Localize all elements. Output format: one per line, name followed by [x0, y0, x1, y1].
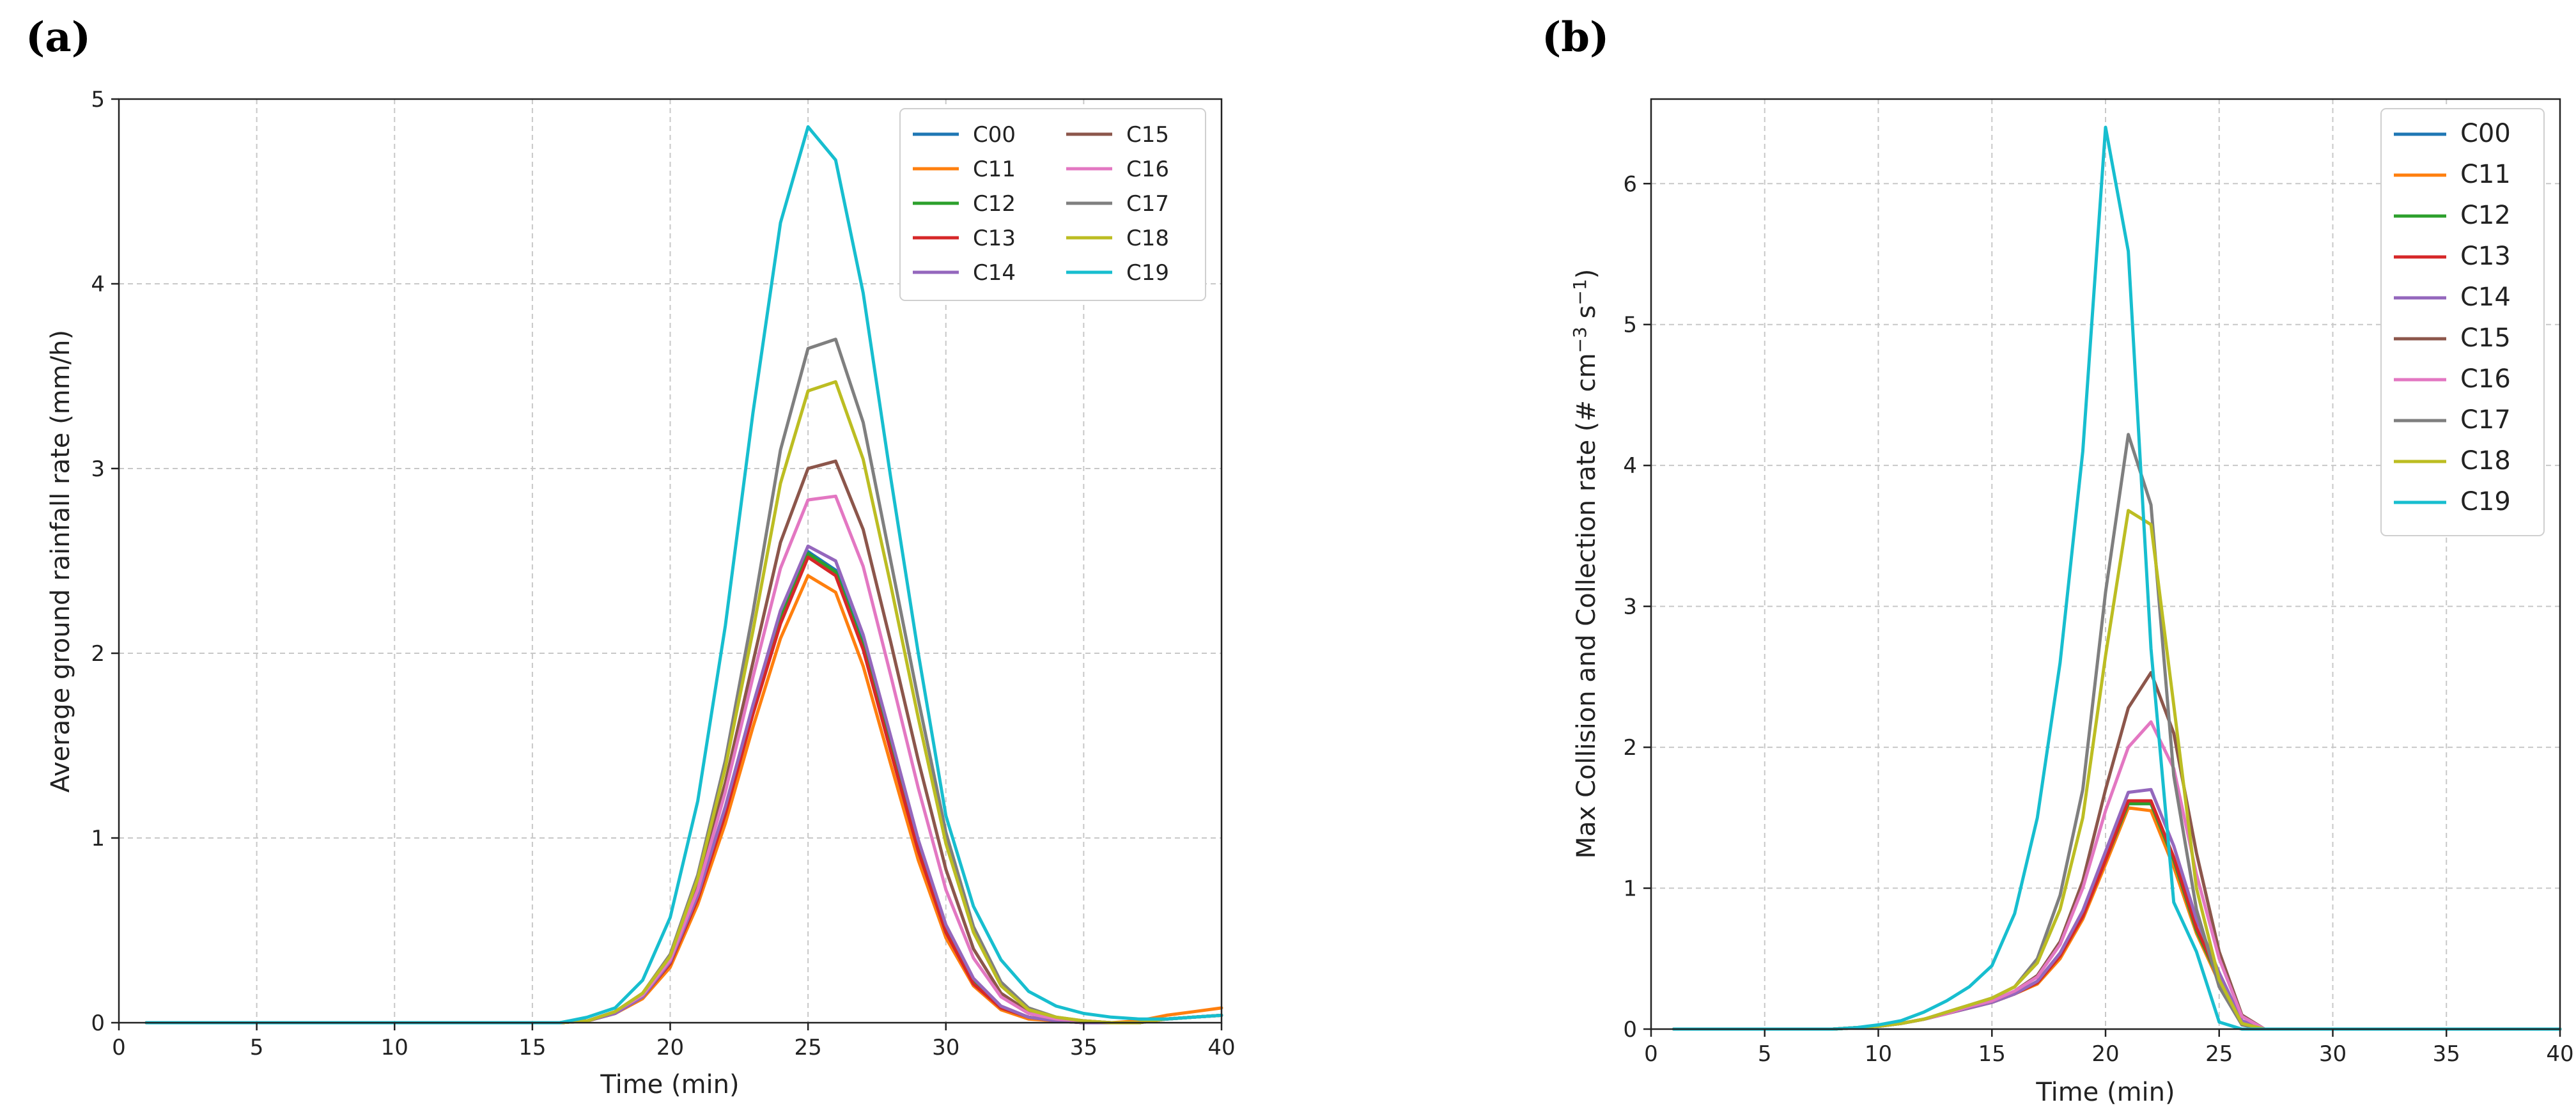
- series-line-c14: [1672, 787, 2562, 1031]
- y-tick-label: 1: [91, 826, 105, 851]
- legend-box-a: [899, 108, 1206, 301]
- legend-label-c15: C15: [1126, 122, 1169, 148]
- legend-label-c00: C00: [973, 122, 1016, 148]
- legend-label-c13: C13: [973, 226, 1016, 251]
- x-tick-label: 5: [250, 1035, 264, 1060]
- y-axis-label-a: Average ground rainfall rate (mm/h): [46, 330, 75, 793]
- legend-a: C00 C11 C12 C13 C14 C15 C16 C17 C18 C19: [899, 108, 1206, 301]
- x-tick-label: 25: [2205, 1041, 2233, 1067]
- series-line-c11: [1672, 806, 2562, 1031]
- x-tick-label: 20: [2091, 1041, 2119, 1067]
- y-tick-label: 2: [91, 641, 105, 667]
- series-line-c15: [1672, 671, 2562, 1031]
- legend-label-c14: C14: [973, 260, 1016, 286]
- x-tick-label: 35: [1070, 1035, 1098, 1060]
- x-tick-label: 35: [2433, 1041, 2460, 1067]
- series-line-c00: [144, 550, 1223, 1025]
- legend-label-c12: C12: [973, 191, 1016, 217]
- y-axis-label-b: Max Collision and Collection rate (# cm−…: [1569, 269, 1601, 859]
- panel-b: (b) 0 5 10 15 20 25 30 35 40 0 1 2 3 4 5 6 Time (min) M…: [1542, 13, 2574, 1107]
- y-tick-label: 3: [1623, 594, 1637, 620]
- series-line-c18: [1672, 509, 2562, 1031]
- legend-label-c16: C16: [1126, 157, 1169, 182]
- series-line-c16: [144, 494, 1223, 1025]
- legend-label-c18: C18: [1126, 226, 1169, 251]
- legend-label-c19: C19: [1126, 260, 1169, 286]
- x-tick-label: 15: [518, 1035, 546, 1060]
- legend-label-c11: C11: [973, 157, 1016, 182]
- legend-label-c17: C17: [2460, 405, 2511, 435]
- y-tick-label: 2: [1623, 735, 1637, 761]
- x-tick-label: 5: [1758, 1041, 1772, 1067]
- x-tick-label: 25: [794, 1035, 821, 1060]
- legend-b: C00 C11 C12 C13 C14 C15 C16 C17 C18 C19: [2380, 108, 2545, 536]
- panel-a: (a) 0 5 10 15 20 25 30 35 40 0 1 2 3 4 5 Time (min) Av…: [26, 13, 1236, 1099]
- x-tick-label: 0: [112, 1035, 126, 1060]
- x-tick-label: 30: [932, 1035, 959, 1060]
- ticks-a: 0 5 10 15 20 25 30 35 40 0 1 2 3 4 5: [91, 87, 1235, 1060]
- legend-label-c17: C17: [1126, 191, 1169, 217]
- x-tick-label: 40: [1207, 1035, 1235, 1060]
- series-line-c13: [144, 555, 1223, 1025]
- y-tick-label: 5: [1623, 313, 1637, 338]
- x-tick-label: 0: [1644, 1041, 1658, 1067]
- y-tick-label: 3: [91, 456, 105, 482]
- panel-label-a: (a): [26, 13, 91, 61]
- x-tick-label: 10: [381, 1035, 408, 1060]
- y-tick-label: 0: [91, 1011, 105, 1036]
- legend-label-c14: C14: [2460, 283, 2511, 312]
- x-tick-label: 40: [2546, 1041, 2573, 1067]
- y-tick-label: 4: [91, 272, 105, 297]
- legend-label-c00: C00: [2460, 119, 2511, 148]
- ticks-b: 0 5 10 15 20 25 30 35 40 0 1 2 3 4 5 6: [1623, 171, 2573, 1067]
- series-line-c11: [144, 574, 1223, 1025]
- y-tick-label: 0: [1623, 1017, 1637, 1043]
- y-tick-label: 6: [1623, 171, 1637, 197]
- series-line-c12: [144, 552, 1223, 1025]
- x-axis-label-b: Time (min): [2035, 1078, 2175, 1107]
- x-axis-label-a: Time (min): [600, 1070, 739, 1099]
- legend-label-c19: C19: [2460, 487, 2511, 516]
- panel-label-b: (b): [1542, 13, 1609, 61]
- series-line-c16: [1672, 720, 2562, 1031]
- y-tick-label: 4: [1623, 453, 1637, 479]
- x-tick-label: 15: [1978, 1041, 2006, 1067]
- y-tick-label: 5: [91, 87, 105, 112]
- legend-label-c11: C11: [2460, 160, 2511, 189]
- x-tick-label: 10: [1865, 1041, 1892, 1067]
- legend-label-c13: C13: [2460, 242, 2511, 271]
- x-tick-label: 20: [656, 1035, 684, 1060]
- x-tick-label: 30: [2319, 1041, 2347, 1067]
- series-line-c14: [144, 544, 1223, 1025]
- legend-label-c12: C12: [2460, 201, 2511, 230]
- y-tick-label: 1: [1623, 876, 1637, 902]
- legend-label-c15: C15: [2460, 323, 2511, 353]
- legend-label-c18: C18: [2460, 446, 2511, 476]
- legend-label-c16: C16: [2460, 364, 2511, 394]
